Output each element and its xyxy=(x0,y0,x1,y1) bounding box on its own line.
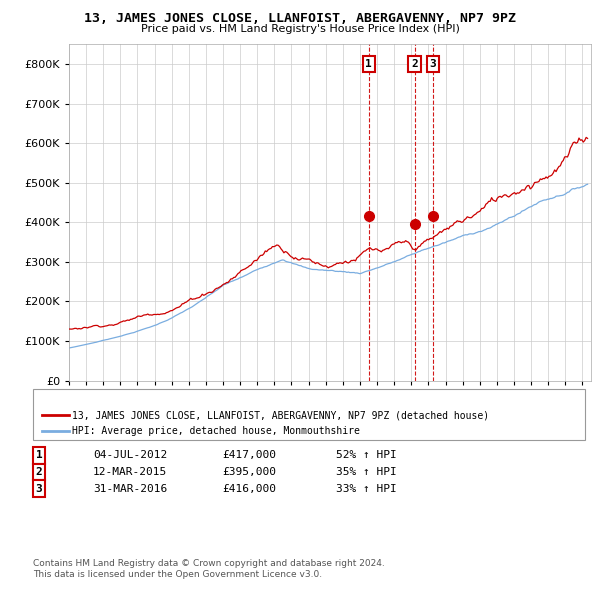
Text: 3: 3 xyxy=(35,484,43,493)
Text: 1: 1 xyxy=(35,451,43,460)
Text: 13, JAMES JONES CLOSE, LLANFOIST, ABERGAVENNY, NP7 9PZ (detached house): 13, JAMES JONES CLOSE, LLANFOIST, ABERGA… xyxy=(72,411,489,420)
Text: 1: 1 xyxy=(365,59,372,69)
Text: 04-JUL-2012: 04-JUL-2012 xyxy=(93,451,167,460)
Text: 12-MAR-2015: 12-MAR-2015 xyxy=(93,467,167,477)
Text: £417,000: £417,000 xyxy=(222,451,276,460)
Text: 52% ↑ HPI: 52% ↑ HPI xyxy=(336,451,397,460)
Text: 35% ↑ HPI: 35% ↑ HPI xyxy=(336,467,397,477)
Text: 33% ↑ HPI: 33% ↑ HPI xyxy=(336,484,397,493)
Text: Price paid vs. HM Land Registry's House Price Index (HPI): Price paid vs. HM Land Registry's House … xyxy=(140,24,460,34)
Text: 2: 2 xyxy=(411,59,418,69)
Text: HPI: Average price, detached house, Monmouthshire: HPI: Average price, detached house, Monm… xyxy=(72,426,360,435)
Text: 13, JAMES JONES CLOSE, LLANFOIST, ABERGAVENNY, NP7 9PZ: 13, JAMES JONES CLOSE, LLANFOIST, ABERGA… xyxy=(84,12,516,25)
Text: £395,000: £395,000 xyxy=(222,467,276,477)
Text: £416,000: £416,000 xyxy=(222,484,276,493)
Text: 31-MAR-2016: 31-MAR-2016 xyxy=(93,484,167,493)
Text: This data is licensed under the Open Government Licence v3.0.: This data is licensed under the Open Gov… xyxy=(33,571,322,579)
Text: 3: 3 xyxy=(430,59,436,69)
Text: Contains HM Land Registry data © Crown copyright and database right 2024.: Contains HM Land Registry data © Crown c… xyxy=(33,559,385,568)
Text: 2: 2 xyxy=(35,467,43,477)
